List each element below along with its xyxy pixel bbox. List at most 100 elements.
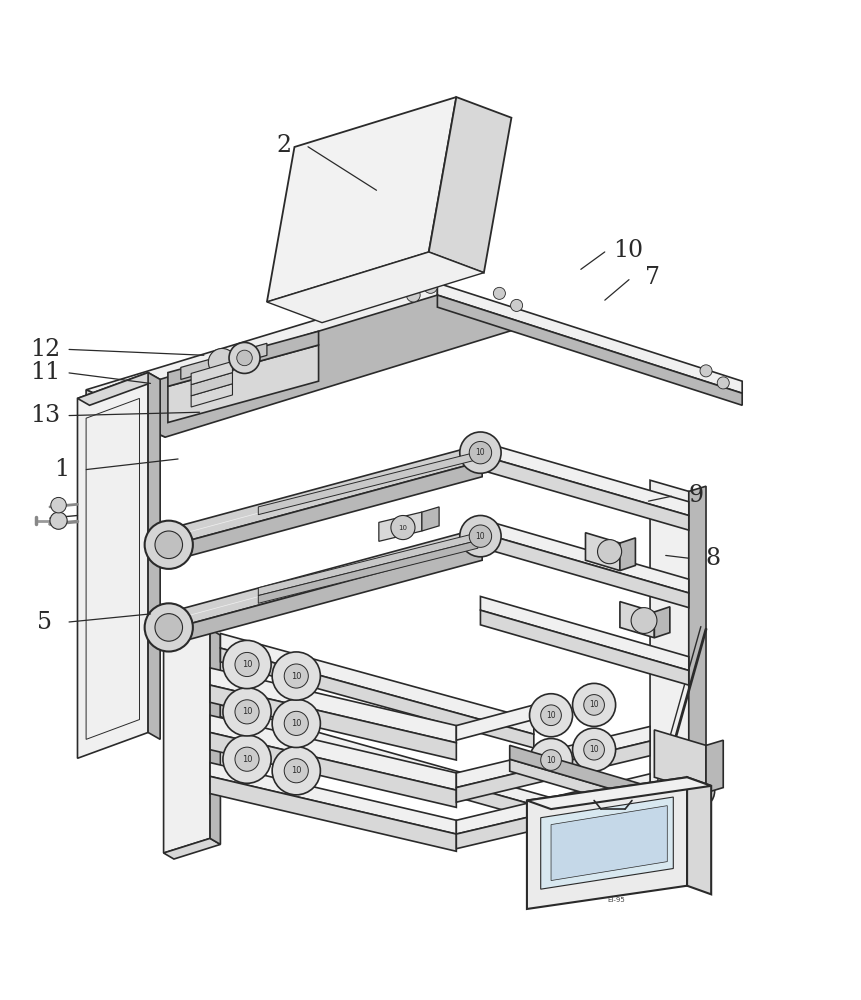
Circle shape [155,531,183,559]
Polygon shape [585,533,620,571]
Polygon shape [220,717,650,851]
Polygon shape [650,831,706,847]
Circle shape [460,432,501,473]
Polygon shape [191,373,232,396]
Text: 10: 10 [242,660,252,669]
Text: 10: 10 [399,525,407,531]
Polygon shape [258,533,478,596]
Polygon shape [164,461,482,563]
Polygon shape [437,295,742,405]
Polygon shape [541,797,673,889]
Polygon shape [437,283,742,393]
Polygon shape [267,97,456,302]
Text: 10: 10 [614,239,643,262]
Circle shape [223,640,271,689]
Polygon shape [510,759,706,829]
Circle shape [284,759,308,783]
Polygon shape [437,283,515,330]
Polygon shape [191,361,232,385]
Polygon shape [480,519,689,593]
Polygon shape [210,776,456,851]
Polygon shape [456,774,650,834]
Polygon shape [168,345,319,423]
Text: 11: 11 [29,361,60,384]
Circle shape [229,342,260,373]
Polygon shape [429,97,511,273]
Polygon shape [510,745,706,817]
Polygon shape [148,373,160,739]
Circle shape [272,747,320,795]
Circle shape [541,750,561,770]
Text: 10: 10 [291,672,301,681]
Circle shape [680,774,715,808]
Polygon shape [258,540,478,603]
Polygon shape [164,545,482,646]
Polygon shape [422,507,439,531]
Polygon shape [220,633,534,734]
Text: 10: 10 [475,532,486,541]
Polygon shape [168,331,319,386]
Circle shape [469,525,492,547]
Text: 7: 7 [645,266,660,289]
Circle shape [155,614,183,641]
Polygon shape [620,602,654,638]
Circle shape [139,374,153,388]
Circle shape [541,705,561,726]
Text: 13: 13 [30,404,59,427]
Text: 10: 10 [242,755,252,764]
Text: 1: 1 [54,458,70,481]
Circle shape [573,728,616,771]
Polygon shape [191,384,232,407]
Polygon shape [687,777,711,894]
Circle shape [223,688,271,736]
Polygon shape [689,486,706,847]
Polygon shape [706,740,723,793]
Text: 10: 10 [546,756,556,765]
Circle shape [406,288,420,302]
Polygon shape [527,777,687,909]
Polygon shape [77,373,160,405]
Polygon shape [379,512,422,541]
Polygon shape [456,726,650,788]
Polygon shape [210,668,456,743]
Polygon shape [654,730,706,793]
Circle shape [717,377,729,389]
Polygon shape [480,455,689,530]
Polygon shape [267,252,484,323]
Text: El-95: El-95 [608,897,625,903]
Polygon shape [164,444,482,547]
Circle shape [573,683,616,726]
Circle shape [689,782,706,800]
Circle shape [122,387,136,401]
Polygon shape [551,806,667,881]
Circle shape [469,441,492,464]
Polygon shape [86,295,515,437]
Circle shape [145,603,193,652]
Polygon shape [86,390,165,437]
Polygon shape [456,705,534,740]
Circle shape [284,664,308,688]
Circle shape [598,540,622,564]
Circle shape [223,735,271,783]
Circle shape [424,280,437,293]
Circle shape [511,299,523,311]
Text: 10: 10 [291,766,301,775]
Circle shape [700,365,712,377]
Text: 12: 12 [29,338,60,361]
Text: 8: 8 [705,547,721,570]
Polygon shape [220,648,534,748]
Polygon shape [480,441,689,515]
Circle shape [530,694,573,737]
Polygon shape [456,788,650,849]
Polygon shape [654,607,670,638]
Circle shape [235,747,259,771]
Text: 5: 5 [37,611,53,634]
Polygon shape [210,715,456,790]
Circle shape [631,608,657,633]
Circle shape [235,652,259,677]
Circle shape [584,739,604,760]
Circle shape [208,348,236,376]
Polygon shape [164,838,220,859]
Polygon shape [650,480,689,847]
Circle shape [493,287,505,299]
